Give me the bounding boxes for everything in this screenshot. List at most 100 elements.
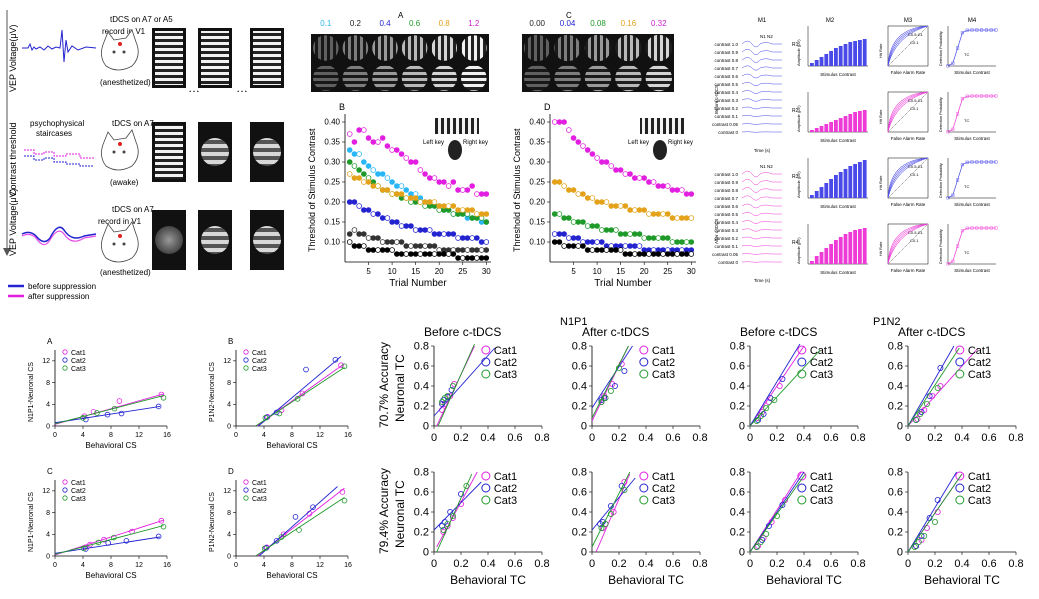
data-point	[631, 251, 638, 257]
data-point	[394, 191, 400, 197]
y-tick-label: 0	[46, 423, 50, 430]
psychometric-point	[989, 226, 993, 230]
data-point	[688, 191, 695, 197]
x-tick-label: 0.4	[480, 558, 495, 570]
y-tick-label: 0.6	[888, 487, 903, 499]
grating-vertical	[372, 35, 398, 61]
data-point	[408, 159, 414, 165]
x-tick-label: 0.8	[850, 558, 865, 570]
y-tick-label: 0.2	[730, 401, 745, 413]
data-point	[478, 255, 485, 261]
bar	[858, 162, 862, 198]
bar	[810, 195, 814, 198]
vep-trace	[741, 261, 782, 263]
data-point	[346, 147, 353, 153]
x-axis-label: Stimulus Contrast	[820, 138, 856, 143]
staircases-label: staircases	[36, 129, 72, 138]
legend-label: Cat3	[252, 496, 267, 503]
data-point	[398, 239, 405, 245]
cs-scatter-C: 0 4 8 12 16 0 4 8 12 C Behavioral CS N1P1-Neuronal …	[28, 467, 171, 580]
data-point	[774, 513, 781, 520]
panel-label: C	[47, 467, 53, 476]
y-axis-label: Neuronal TC	[393, 354, 407, 422]
y-axis-label: N1P1-Neuronal CS	[28, 362, 35, 422]
row-tag: R1	[792, 42, 799, 48]
x-tick-label: 30	[687, 267, 696, 276]
y-tick-label: 4	[227, 402, 231, 409]
legend-label: Cat2	[252, 488, 267, 495]
data-point	[365, 163, 372, 169]
data-point	[669, 215, 676, 221]
contrast-label: contrast 0.9	[714, 50, 738, 55]
state-label-row1: (anesthetized)	[100, 78, 151, 87]
grating-stimulus-row1	[152, 28, 284, 88]
header-n1p1: N1P1	[560, 316, 588, 328]
psychometric-point	[994, 226, 998, 230]
psychometric-point	[980, 28, 984, 32]
data-point	[599, 239, 605, 245]
data-point	[450, 179, 457, 185]
data-point	[469, 215, 475, 221]
vep-trace	[741, 228, 782, 232]
x-axis-label: Stimulus Contrast	[820, 72, 856, 77]
y-tick-label: 0.4	[730, 381, 745, 393]
chance-line	[887, 157, 929, 199]
x-tick-label: 12	[316, 432, 324, 439]
data-point	[627, 171, 633, 177]
psychometric-point	[984, 226, 988, 230]
contrast-label: contrast 0.3	[714, 228, 738, 233]
psychometric-point	[970, 94, 974, 98]
legend-marker	[797, 345, 807, 355]
data-point	[580, 243, 586, 249]
data-point	[417, 199, 424, 205]
x-tick-label: 16	[163, 562, 171, 569]
grating-vertical	[401, 35, 428, 61]
time-label: Time (s)	[754, 148, 771, 153]
vep-trace-top	[22, 29, 97, 63]
legend-label: Cat1	[252, 480, 267, 487]
data-point	[589, 223, 596, 229]
bar	[829, 51, 833, 66]
data-point	[607, 510, 614, 517]
legend-label: Cat1	[71, 350, 86, 357]
data-point	[445, 231, 452, 237]
x-tick-label: 8	[290, 432, 294, 439]
y-tick-label: 0.4	[888, 507, 903, 519]
fit-line	[436, 471, 478, 548]
data-point	[664, 183, 671, 189]
vep-trace	[741, 236, 782, 240]
data-point	[379, 187, 386, 193]
y-tick-label: 0.8	[730, 341, 745, 353]
x-tick-label: 0	[589, 558, 595, 570]
data-point	[412, 243, 419, 249]
data-point	[370, 211, 377, 217]
x-tick-label: 0	[431, 432, 437, 444]
legend-marker	[62, 479, 68, 485]
data-point	[923, 400, 930, 407]
data-point	[683, 191, 690, 197]
data-point	[683, 215, 690, 221]
bar	[834, 48, 838, 66]
data-point	[779, 501, 786, 508]
data-point	[575, 235, 582, 241]
data-point	[599, 159, 605, 165]
contrast-label: 0.00	[529, 19, 545, 28]
data-point	[365, 135, 372, 141]
data-point	[660, 211, 666, 217]
data-point	[412, 251, 419, 257]
x-tick-label: 8	[109, 562, 113, 569]
data-point	[417, 167, 424, 173]
data-point	[765, 398, 772, 405]
y-tick-label: 0.15	[324, 218, 340, 227]
data-point	[384, 143, 391, 149]
data-point	[474, 247, 480, 253]
x-tick-label: 0.6	[507, 432, 522, 444]
data-point	[561, 183, 567, 189]
y-tick-label: 0.4	[414, 381, 429, 393]
psychometric-point	[980, 160, 984, 164]
y-axis-label: P1N2-Neuronal CS	[209, 492, 216, 552]
data-point	[111, 405, 118, 412]
data-point	[351, 163, 358, 169]
y-tick-label: 0.2	[572, 527, 587, 539]
